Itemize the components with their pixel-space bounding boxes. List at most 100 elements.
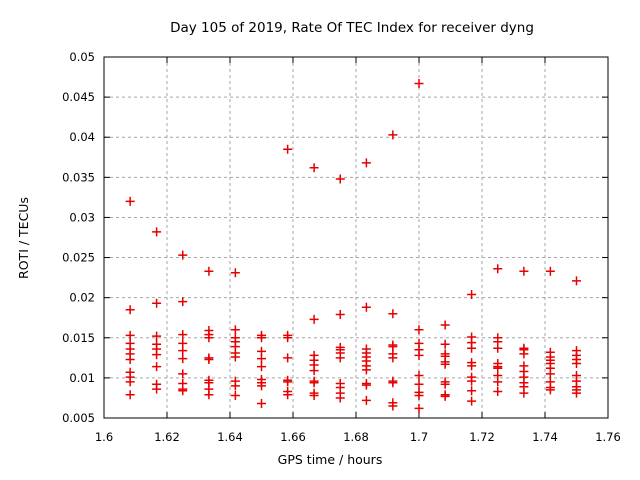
data-point-marker [178, 346, 188, 356]
data-point-marker [309, 314, 319, 324]
data-point-marker [230, 268, 240, 278]
data-point-marker [152, 384, 162, 394]
data-point-marker [493, 387, 503, 397]
y-tick-label: 0.04 [69, 130, 95, 144]
data-point-marker [125, 377, 135, 387]
data-point-marker [493, 377, 503, 387]
data-point-marker [388, 309, 398, 319]
data-point-marker [467, 289, 477, 299]
data-point-marker [414, 391, 424, 401]
data-point-marker [440, 320, 450, 330]
data-point-marker [467, 343, 477, 353]
data-point-marker [309, 378, 319, 388]
data-point-marker [519, 388, 529, 398]
data-point-marker [152, 350, 162, 360]
data-point-marker [283, 353, 293, 363]
data-point-marker [361, 302, 371, 312]
data-point-marker [283, 144, 293, 154]
data-point-marker [257, 362, 266, 372]
data-point-marker [545, 266, 555, 276]
data-point-marker [152, 227, 162, 237]
data-point-marker [493, 343, 503, 353]
x-tick-label: 1.66 [280, 430, 306, 444]
data-point-marker [125, 354, 135, 364]
data-point-marker [361, 395, 371, 405]
data-point-marker [204, 266, 214, 276]
x-tick-label: 1.76 [595, 430, 621, 444]
data-point-marker [283, 333, 293, 343]
x-tick-label: 1.7 [410, 430, 428, 444]
data-point-marker [257, 354, 266, 364]
data-point-marker [204, 390, 214, 400]
data-point-marker [414, 325, 424, 335]
data-point-marker [230, 381, 240, 391]
data-point-marker [178, 330, 188, 340]
data-point-marker [257, 381, 266, 391]
data-point-marker [414, 379, 424, 389]
data-point-marker [467, 396, 477, 406]
data-point-marker [572, 358, 581, 368]
tick-labels: 1.6 1.62 1.64 1.66 1.68 1.7 1.72 1.74 1.76 0.005 0… [62, 50, 621, 444]
data-point-marker [467, 376, 477, 386]
data-point-marker [230, 391, 240, 401]
y-tick-label: 0.045 [62, 90, 95, 104]
data-point-marker [467, 361, 477, 371]
y-axis-label: ROTI / TECUs [16, 197, 31, 279]
data-point-marker [388, 378, 398, 388]
y-tick-label: 0.03 [69, 210, 95, 224]
data-point-marker [467, 386, 477, 396]
data-point-marker [125, 196, 135, 206]
y-tick-label: 0.035 [62, 170, 95, 184]
data-point-marker [572, 276, 581, 286]
data-point-marker [440, 391, 450, 401]
y-tick-label: 0.025 [62, 251, 95, 265]
data-point-marker [361, 380, 371, 390]
data-point-marker [414, 370, 424, 380]
y-tick-label: 0.02 [69, 291, 95, 305]
data-point-marker [361, 365, 371, 375]
y-tick-label: 0.01 [69, 371, 95, 385]
data-point-marker [440, 379, 450, 389]
x-tick-label: 1.62 [154, 430, 180, 444]
data-point-marker [335, 393, 345, 403]
x-tick-label: 1.74 [532, 430, 558, 444]
y-tick-label: 0.005 [62, 411, 95, 425]
data-point-marker [125, 330, 135, 340]
data-point-marker [178, 250, 188, 260]
data-point-marker [152, 331, 162, 341]
data-point-marker [178, 386, 188, 396]
data-point-marker [572, 388, 581, 398]
data-point-marker [204, 333, 214, 343]
data-point-marker [178, 354, 188, 364]
data-point-marker [388, 353, 398, 363]
data-point-marker [257, 399, 266, 409]
y-tick-label: 0.015 [62, 331, 95, 345]
data-points [125, 78, 581, 413]
data-point-marker [519, 349, 529, 359]
data-point-marker [440, 359, 450, 369]
data-point-marker [440, 339, 450, 349]
data-point-marker [388, 130, 398, 140]
data-point-marker [204, 354, 214, 364]
data-point-marker [152, 298, 162, 308]
data-point-marker [257, 333, 266, 343]
data-point-marker [178, 297, 188, 307]
chart-title: Day 105 of 2019, Rate Of TEC Index for r… [170, 20, 534, 36]
x-tick-label: 1.6 [95, 430, 113, 444]
data-point-marker [388, 401, 398, 411]
data-point-marker [545, 385, 555, 395]
data-point-marker [152, 362, 162, 372]
x-tick-label: 1.68 [343, 430, 369, 444]
data-point-marker [230, 325, 240, 335]
data-point-marker [493, 264, 503, 274]
y-tick-label: 0.05 [69, 50, 95, 64]
x-tick-label: 1.64 [217, 430, 243, 444]
data-point-marker [178, 369, 188, 379]
data-point-marker [125, 390, 135, 400]
data-point-marker [545, 369, 555, 379]
axis-tick-marks [103, 56, 609, 419]
data-point-marker [335, 174, 345, 184]
data-point-marker [125, 305, 135, 315]
